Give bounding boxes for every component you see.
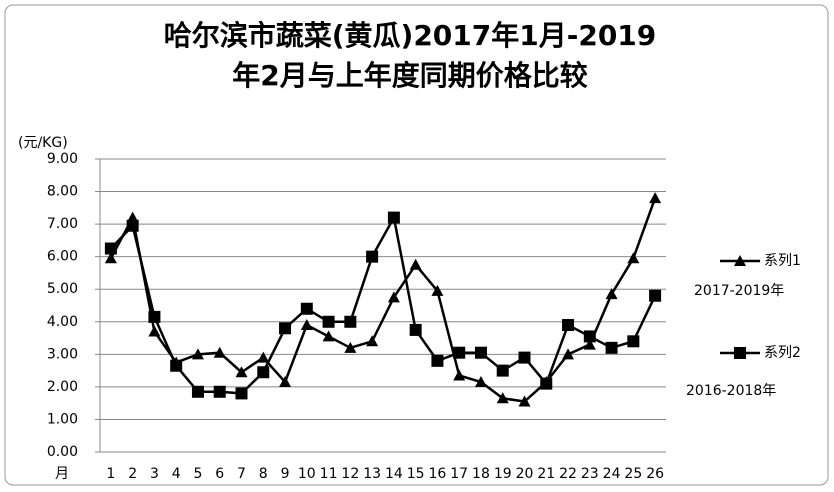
legend-label: 系列1: [764, 253, 801, 269]
x-tick-label: 1: [106, 466, 115, 482]
point: [474, 376, 487, 388]
point: [126, 219, 139, 232]
chart-frame: [4, 4, 829, 486]
point: [387, 211, 400, 224]
point: [453, 369, 466, 381]
point: [496, 392, 509, 404]
x-tick-label: 18: [472, 466, 490, 482]
y-tick-label: 4.00: [47, 314, 78, 330]
point: [279, 322, 292, 335]
point: [366, 335, 379, 347]
x-tick-label: 7: [237, 466, 246, 482]
point: [104, 252, 117, 264]
x-tick-label: 9: [281, 466, 290, 482]
y-tick-label: 6.00: [47, 249, 78, 265]
point: [257, 351, 270, 363]
point: [649, 192, 662, 204]
point: [583, 330, 596, 343]
point: [213, 385, 226, 398]
x-tick-label: 2: [128, 466, 137, 482]
point: [518, 395, 531, 407]
point: [322, 315, 335, 328]
x-tick-label: 17: [450, 466, 468, 482]
y-tick-label: 7.00: [47, 216, 78, 232]
y-tick-label: 0.00: [47, 444, 78, 460]
chart-title: 哈尔滨市蔬菜(黄瓜)2017年1月-2019: [164, 19, 657, 52]
point: [148, 310, 161, 323]
x-tick-label: 24: [603, 466, 621, 482]
legend-marker: [734, 255, 746, 266]
y-tick-label: 8.00: [47, 184, 78, 200]
point: [191, 348, 204, 360]
point: [148, 325, 161, 337]
x-tick-label: 13: [363, 466, 381, 482]
x-tick-label: 25: [624, 466, 642, 482]
x-tick-label: 4: [172, 466, 181, 482]
point: [649, 289, 662, 302]
point: [431, 354, 444, 367]
point: [474, 346, 487, 359]
y-tick-label: 9.00: [47, 151, 78, 167]
point: [540, 377, 553, 390]
x-tick-label: 3: [150, 466, 159, 482]
x-tick-label: 20: [516, 466, 534, 482]
point: [235, 387, 248, 400]
x-tick-label: 16: [429, 466, 447, 482]
point: [191, 385, 204, 398]
x-tick-label: 22: [559, 466, 577, 482]
x-tick-label: 26: [646, 466, 664, 482]
y-tick-label: 2.00: [47, 379, 78, 395]
point: [562, 319, 575, 332]
annotation: 2016-2018年: [686, 383, 776, 399]
x-tick-label: 6: [215, 466, 224, 482]
x-tick-label: 5: [194, 466, 203, 482]
x-tick-label: 19: [494, 466, 512, 482]
point: [344, 341, 357, 353]
chart-subtitle: 年2月与上年度同期价格比较: [232, 59, 587, 92]
x-tick-label: 23: [581, 466, 599, 482]
point: [366, 250, 379, 263]
legend-marker: [734, 347, 746, 359]
x-tick-label: 21: [537, 466, 555, 482]
y-axis-label: (元/KG): [18, 135, 68, 151]
point: [279, 376, 292, 388]
point: [300, 319, 313, 331]
point: [627, 335, 640, 348]
y-tick-label: 1.00: [47, 411, 78, 427]
x-tick-label: 15: [407, 466, 425, 482]
x-tick-label: 10: [298, 466, 316, 482]
point: [344, 315, 357, 328]
point: [170, 359, 183, 372]
point: [409, 323, 422, 336]
point: [562, 348, 575, 360]
point: [409, 258, 422, 270]
point: [518, 351, 531, 364]
point: [431, 284, 444, 296]
y-tick-label: 5.00: [47, 281, 78, 297]
x-axis-label: 月: [55, 466, 69, 482]
annotation: 2017-2019年: [694, 283, 784, 299]
point: [257, 366, 270, 379]
point: [627, 252, 640, 264]
point: [387, 291, 400, 303]
point: [235, 366, 248, 378]
x-tick-label: 14: [385, 466, 403, 482]
point: [104, 242, 117, 255]
point: [213, 346, 226, 358]
y-tick-label: 3.00: [47, 346, 78, 362]
point: [496, 364, 509, 377]
point: [322, 330, 335, 342]
x-tick-label: 8: [259, 466, 268, 482]
point: [583, 338, 596, 350]
point: [453, 346, 466, 359]
point: [300, 302, 313, 315]
point: [605, 341, 618, 354]
x-tick-label: 11: [320, 466, 338, 482]
point: [605, 288, 618, 300]
legend-label: 系列2: [764, 345, 801, 361]
x-tick-label: 12: [341, 466, 359, 482]
